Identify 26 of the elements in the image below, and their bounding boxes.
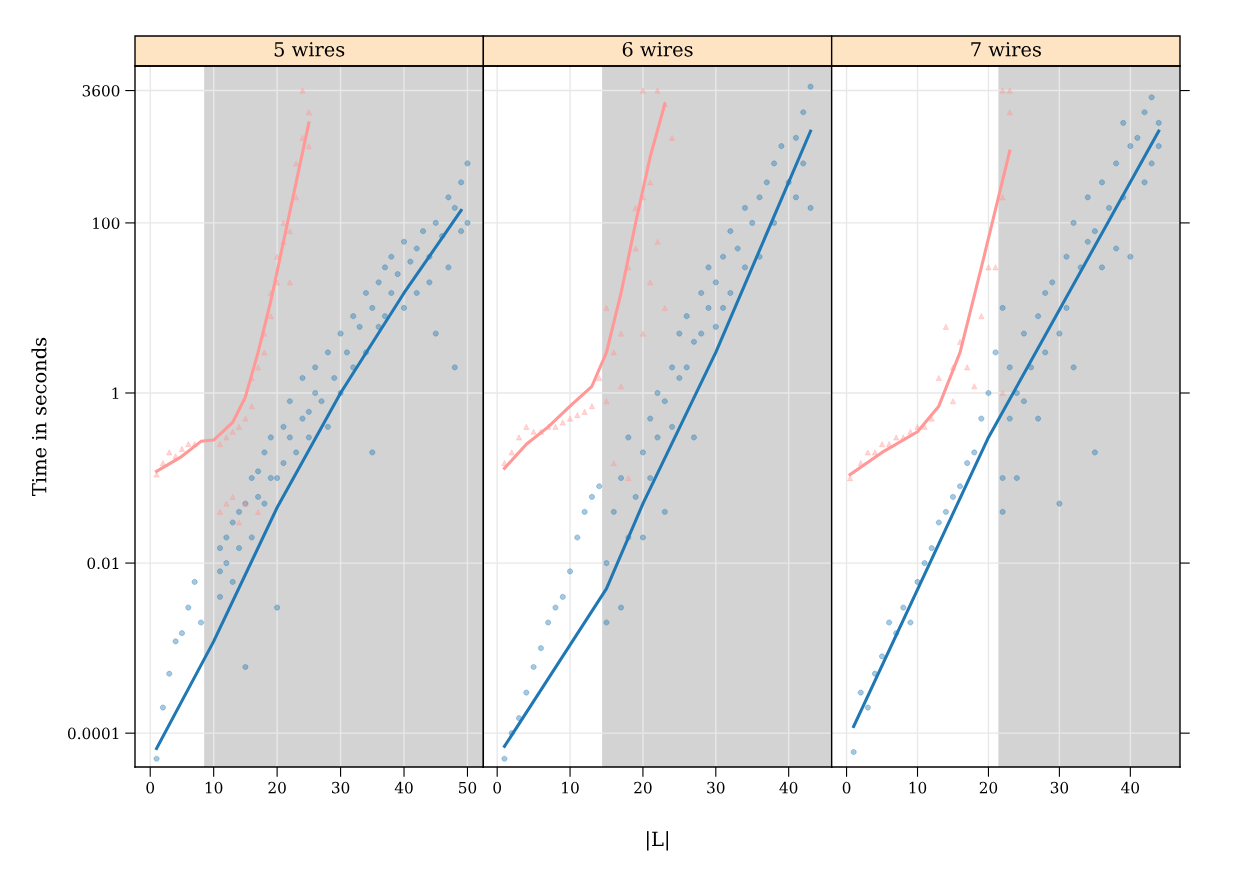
chart-title: 5 wires xyxy=(274,42,345,57)
y-tick-label: 100 xyxy=(93,217,120,229)
x-tick-label: 10 xyxy=(562,781,579,794)
y-tick-label: 3600 xyxy=(82,85,120,97)
x-tick-label: 20 xyxy=(634,781,652,794)
chart-title: 7 wires xyxy=(971,42,1041,57)
y-axis-title: Time in seconds xyxy=(31,337,47,496)
x-tick-label: 0 xyxy=(146,781,155,794)
x-tick-label: 20 xyxy=(979,781,998,794)
x-tick-label: 50 xyxy=(459,781,477,794)
chart-title: 6 wires xyxy=(622,41,693,57)
x-tick-label: 30 xyxy=(332,781,350,794)
y-tick-label: 0.01 xyxy=(87,557,119,570)
x-tick-label: 20 xyxy=(268,781,286,794)
x-tick-label: 40 xyxy=(394,781,413,794)
y-tick-label: 0.0001 xyxy=(67,727,119,740)
x-tick-label: 0 xyxy=(493,781,502,794)
x-tick-label: 30 xyxy=(1050,781,1069,794)
x-tick-label: 40 xyxy=(1121,781,1140,794)
x-tick-label: 30 xyxy=(707,781,725,794)
x-tick-label: 0 xyxy=(842,781,851,794)
x-axis-title: |L| xyxy=(647,831,668,851)
y-tick-label: 1 xyxy=(112,387,119,399)
x-tick-label: 10 xyxy=(205,781,223,794)
x-tick-label: 10 xyxy=(909,781,927,794)
x-tick-label: 40 xyxy=(779,781,798,794)
